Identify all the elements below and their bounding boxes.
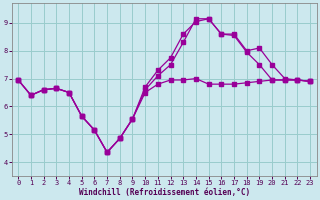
X-axis label: Windchill (Refroidissement éolien,°C): Windchill (Refroidissement éolien,°C) [79,188,250,197]
